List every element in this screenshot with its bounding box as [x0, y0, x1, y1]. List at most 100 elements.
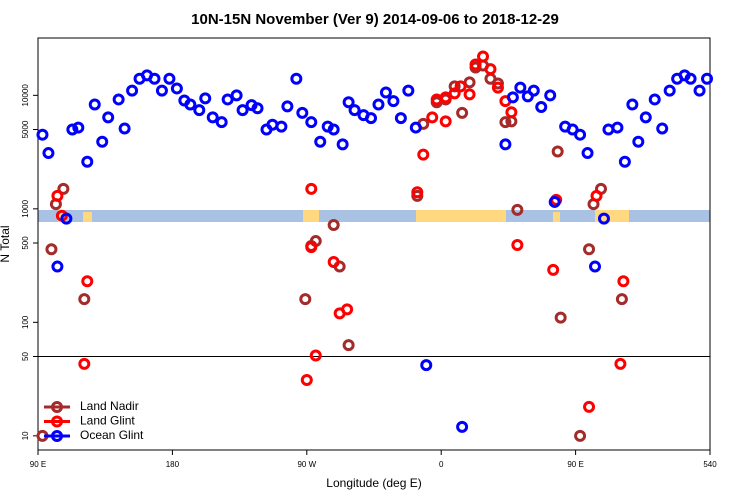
point	[42, 147, 55, 160]
point	[617, 275, 630, 288]
point	[336, 138, 349, 151]
point	[78, 357, 91, 370]
point	[589, 260, 602, 273]
point	[611, 121, 624, 134]
point	[590, 189, 603, 202]
point	[656, 122, 669, 135]
point	[163, 72, 176, 85]
point	[199, 92, 212, 105]
point	[305, 116, 318, 129]
y-tick-label: 100	[21, 315, 30, 329]
point	[96, 135, 109, 148]
point	[206, 111, 219, 124]
point	[296, 106, 309, 119]
point	[693, 84, 706, 97]
plot-frame	[37, 37, 711, 451]
point	[439, 115, 452, 128]
x-tick-label: 90 E	[30, 460, 46, 469]
point	[314, 135, 327, 148]
legend-label: Land Nadir	[80, 399, 139, 413]
point	[547, 263, 560, 276]
point	[684, 72, 697, 85]
point	[281, 100, 294, 113]
point	[548, 195, 561, 208]
point	[275, 120, 288, 133]
point	[426, 111, 439, 124]
point	[544, 89, 557, 102]
point	[51, 189, 64, 202]
point	[574, 128, 587, 141]
legend-marker	[51, 415, 63, 428]
point	[411, 186, 424, 199]
point	[251, 102, 264, 115]
point	[420, 359, 433, 372]
x-axis-label: Longitude (deg E)	[326, 476, 421, 490]
point	[701, 72, 714, 85]
y-tick-label: 10	[21, 431, 30, 440]
point	[574, 429, 587, 442]
point	[597, 212, 610, 225]
y-tick-label: 500	[21, 236, 30, 250]
point	[51, 260, 64, 273]
point	[81, 155, 94, 168]
point	[484, 63, 497, 76]
y-axis-label: N Total	[0, 225, 12, 262]
point	[148, 72, 161, 85]
point	[511, 239, 524, 252]
x-tick-label: 90 E	[567, 460, 583, 469]
point	[341, 303, 354, 316]
point	[387, 95, 400, 108]
point	[583, 400, 596, 413]
point	[448, 87, 461, 100]
point	[300, 374, 313, 387]
point	[299, 293, 312, 306]
point	[327, 219, 340, 232]
point	[72, 121, 85, 134]
point	[379, 86, 392, 99]
point	[463, 88, 476, 101]
point	[88, 98, 101, 111]
point	[36, 128, 49, 141]
point	[632, 135, 645, 148]
point	[118, 122, 131, 135]
point	[581, 147, 594, 160]
point	[448, 80, 461, 93]
point	[372, 98, 385, 111]
point	[112, 93, 125, 106]
point	[81, 275, 94, 288]
point	[505, 106, 518, 119]
point	[236, 104, 249, 117]
point	[527, 84, 540, 97]
point	[514, 81, 527, 94]
point	[511, 203, 524, 216]
legend-label: Land Glint	[80, 414, 135, 428]
point	[477, 50, 490, 63]
point	[78, 293, 91, 306]
legend-label: Ocean Glint	[80, 428, 144, 442]
point	[535, 100, 548, 113]
x-tick-label: 540	[703, 460, 717, 469]
point	[342, 96, 355, 109]
point	[554, 311, 567, 324]
point	[305, 182, 318, 195]
x-tick-label: 0	[439, 460, 444, 469]
point	[348, 104, 361, 117]
point	[290, 72, 303, 85]
point	[469, 58, 482, 71]
point	[551, 145, 564, 158]
point	[57, 182, 70, 195]
point	[126, 84, 139, 97]
y-tick-label: 1000	[21, 199, 30, 217]
point	[342, 339, 355, 352]
point	[491, 81, 504, 94]
point	[66, 123, 79, 136]
point	[327, 256, 340, 269]
point	[618, 155, 631, 168]
point	[583, 243, 596, 256]
point	[491, 77, 504, 90]
point	[327, 123, 340, 136]
point	[663, 84, 676, 97]
point	[615, 293, 628, 306]
legend-marker	[51, 401, 63, 413]
